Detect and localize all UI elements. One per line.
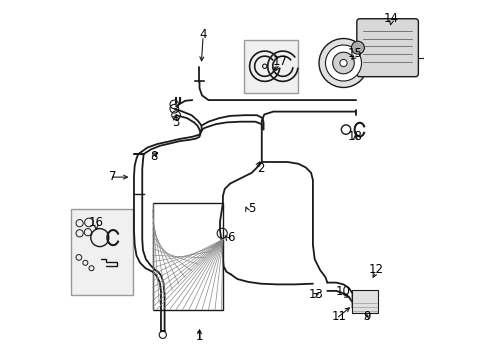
Bar (352, 290, 377, 313)
Text: 10: 10 (335, 285, 350, 298)
Text: 5: 5 (247, 202, 255, 215)
Text: 11: 11 (331, 310, 346, 323)
Text: 13: 13 (308, 288, 323, 301)
Text: 7: 7 (109, 170, 117, 183)
Text: 15: 15 (347, 47, 362, 60)
Text: 8: 8 (150, 150, 157, 163)
Text: 6: 6 (226, 231, 234, 244)
Circle shape (332, 52, 354, 74)
Circle shape (339, 59, 346, 67)
Text: 4: 4 (199, 28, 206, 41)
Text: 18: 18 (347, 130, 362, 143)
Text: 16: 16 (88, 216, 103, 229)
Circle shape (325, 45, 361, 81)
Bar (71, 209, 133, 295)
Text: 2: 2 (256, 162, 264, 175)
Text: 14: 14 (383, 12, 398, 25)
Circle shape (351, 41, 364, 54)
Circle shape (318, 39, 367, 87)
Text: 17: 17 (272, 55, 286, 68)
Bar (244, 40, 297, 93)
FancyBboxPatch shape (356, 19, 418, 77)
Text: 9: 9 (363, 310, 370, 323)
Bar (152, 203, 223, 310)
Text: 1: 1 (195, 330, 203, 343)
Text: 3: 3 (172, 116, 180, 129)
Text: 12: 12 (367, 263, 383, 276)
